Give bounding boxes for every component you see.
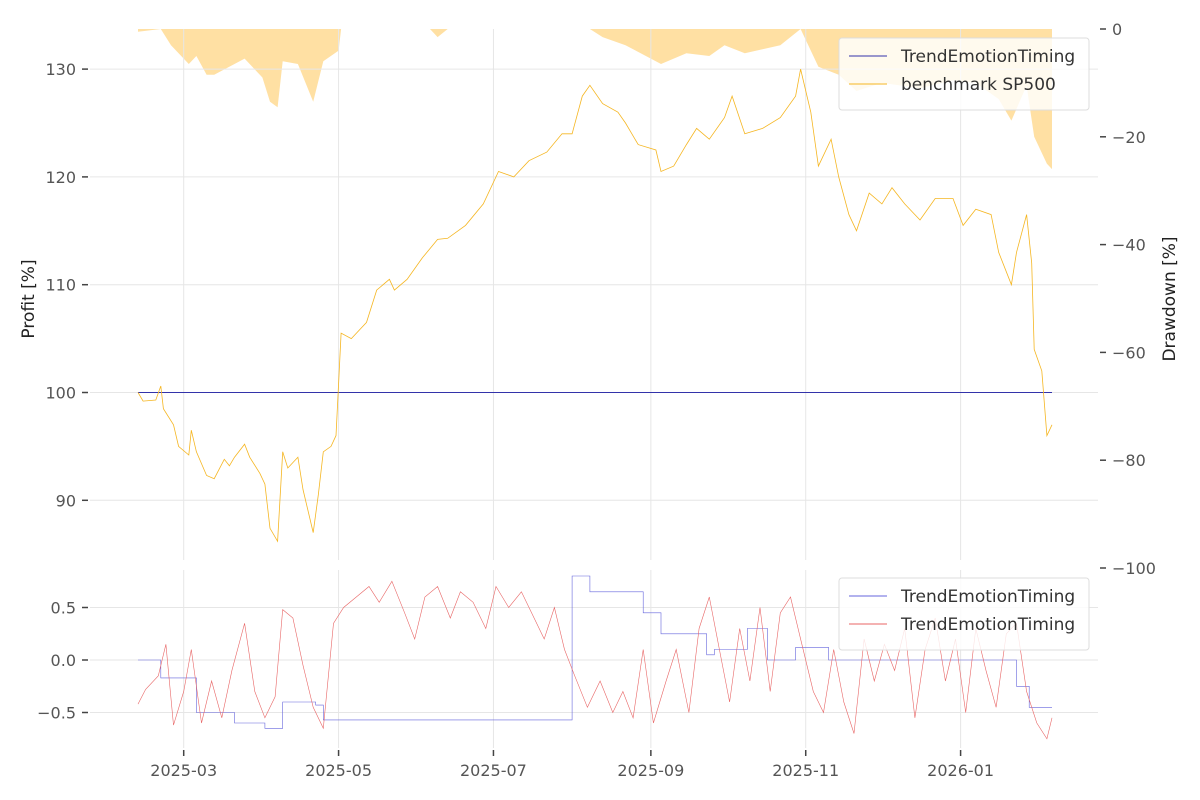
drawdown-tick-label-1: −20 — [1112, 128, 1146, 147]
drawdown-tick-label-0: 0 — [1112, 20, 1122, 39]
drawdown-tick-label-2: −40 — [1112, 236, 1146, 255]
date-tick-label-1: 2025-05 — [305, 761, 372, 780]
profit-tick-label-0: 90 — [56, 491, 76, 510]
drawdown-tick-label-3: −60 — [1112, 343, 1146, 362]
drawdown-tick-label-5: −100 — [1112, 559, 1156, 578]
top-legend-box — [838, 37, 1090, 111]
profit-tick-label-2: 110 — [45, 276, 76, 295]
date-tick-label-5: 2026-01 — [927, 761, 994, 780]
top-legend-label-0: TrendEmotionTiming — [900, 47, 1075, 67]
profit-tick-label-4: 130 — [45, 60, 76, 79]
signal-tick-label-2: −0.5 — [37, 704, 76, 723]
axes-layer: 90 100 110 120 130 0 −20 −40 −60 −80 −100 Profit [%… — [19, 20, 1180, 780]
bottom-legend-box — [838, 577, 1090, 651]
drawdown-area-layer — [138, 29, 1052, 170]
date-tick-label-3: 2025-09 — [617, 761, 684, 780]
top-legend-label-1: benchmark SP500 — [901, 75, 1056, 95]
bottom-series-line-0 — [138, 575, 1052, 729]
profit-axis-title: Profit [%] — [19, 259, 39, 338]
legends-layer: TrendEmotionTiming benchmark SP500 TrendEm… — [838, 37, 1090, 651]
top-series-line-1 — [137, 69, 1053, 543]
series-layer — [137, 69, 1053, 740]
drawdown-tick-label-4: −80 — [1112, 451, 1146, 470]
date-tick-label-0: 2025-03 — [150, 761, 217, 780]
drawdown-axis-title: Drawdown [%] — [1160, 236, 1180, 361]
signal-tick-label-1: 0.0 — [51, 651, 76, 670]
date-tick-label-4: 2025-11 — [772, 761, 839, 780]
date-tick-label-2: 2025-07 — [460, 761, 527, 780]
bottom-series-line-1 — [137, 580, 1053, 740]
profit-tick-label-1: 100 — [45, 384, 76, 403]
signal-tick-label-0: 0.5 — [51, 599, 76, 618]
drawdown-area — [138, 29, 1052, 170]
bottom-legend-label-1: TrendEmotionTiming — [900, 615, 1075, 635]
profit-tick-label-3: 120 — [45, 168, 76, 187]
bottom-legend-label-0: TrendEmotionTiming — [900, 587, 1075, 607]
